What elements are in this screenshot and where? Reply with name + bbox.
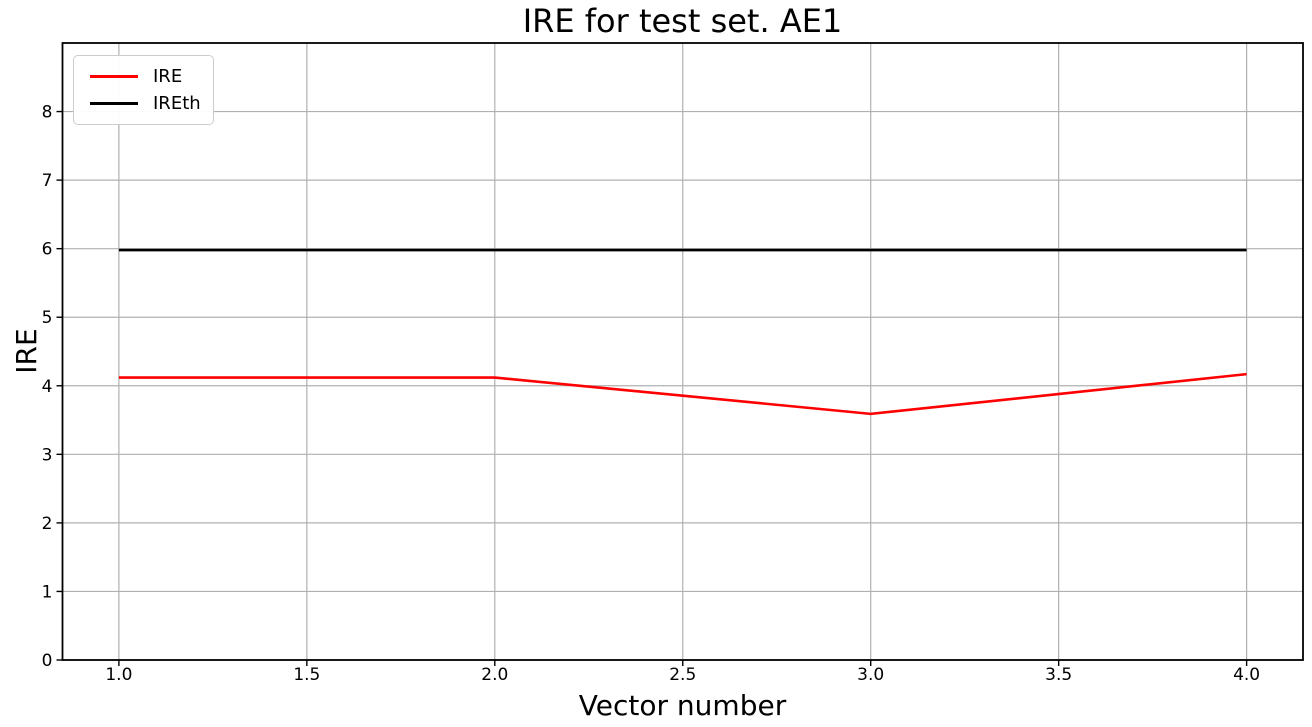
y-tick-label-3: 3 [42,445,53,465]
x-tick-label-3.0: 3.0 [857,665,884,685]
y-tick-label-6: 6 [42,240,53,260]
y-axis-label: IRE [10,328,43,374]
legend-label-ire: IRE [153,66,183,87]
series-line-IRE [118,372,1247,416]
ireth-line-swatch [90,102,138,105]
chart-title: IRE for test set. AE1 [522,2,843,40]
legend-label-ireth: IREth [153,93,201,114]
legend: IRE IREth [73,55,214,125]
x-tick-label-4.0: 4.0 [1233,665,1260,685]
legend-item-ire: IRE [90,63,199,90]
ire-line-swatch [90,75,138,78]
y-tick-label-2: 2 [42,514,53,534]
x-tick-label-3.5: 3.5 [1045,665,1072,685]
x-tick-label-2.0: 2.0 [481,665,508,685]
y-tick-label-5: 5 [42,308,53,328]
x-axis-label: Vector number [578,689,787,722]
x-tick-label-1.5: 1.5 [293,665,320,685]
y-tick-label-1: 1 [42,582,53,602]
y-tick-label-4: 4 [42,377,53,397]
y-tick-label-8: 8 [42,103,53,123]
y-tick-label-0: 0 [42,651,53,671]
y-tick-label-7: 7 [42,171,53,191]
x-tick-label-1.0: 1.0 [105,665,132,685]
x-tick-label-2.5: 2.5 [669,665,696,685]
legend-item-ireth: IREth [90,90,201,117]
